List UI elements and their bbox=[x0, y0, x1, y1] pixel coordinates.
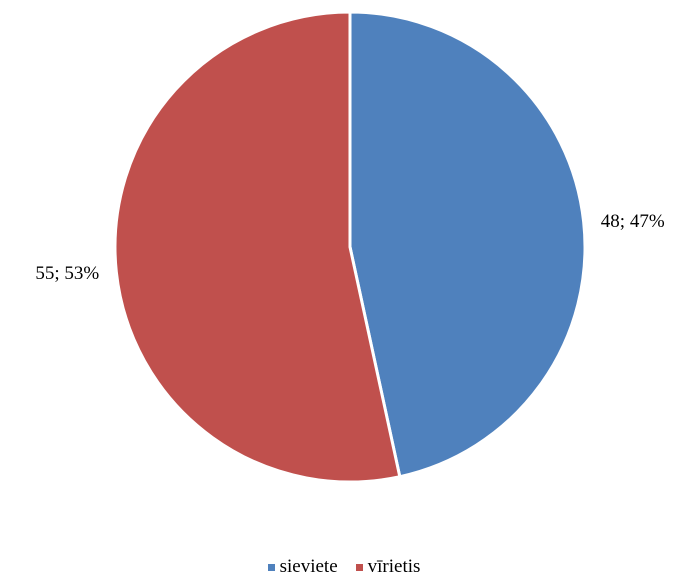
legend: sieviete vīrietis bbox=[0, 556, 688, 578]
data-label-virietis: 55; 53% bbox=[35, 263, 99, 284]
pie-data-labels: 48; 47% 55; 53% bbox=[35, 211, 664, 284]
legend-item-sieviete: sieviete bbox=[267, 556, 338, 578]
pie-plot-area: 48; 47% 55; 53% bbox=[35, 10, 665, 484]
legend-label-sieviete: sieviete bbox=[279, 556, 338, 577]
pie-slice-sieviete bbox=[348, 10, 587, 479]
legend-item-virietis: vīrietis bbox=[355, 556, 421, 578]
legend-label-virietis: vīrietis bbox=[367, 556, 421, 577]
pie-slice-virietis bbox=[113, 10, 402, 484]
pie-slices bbox=[113, 10, 587, 484]
legend-swatch-virietis bbox=[355, 563, 363, 571]
data-label-sieviete: 48; 47% bbox=[601, 211, 665, 232]
legend-swatch-sieviete bbox=[267, 563, 275, 571]
